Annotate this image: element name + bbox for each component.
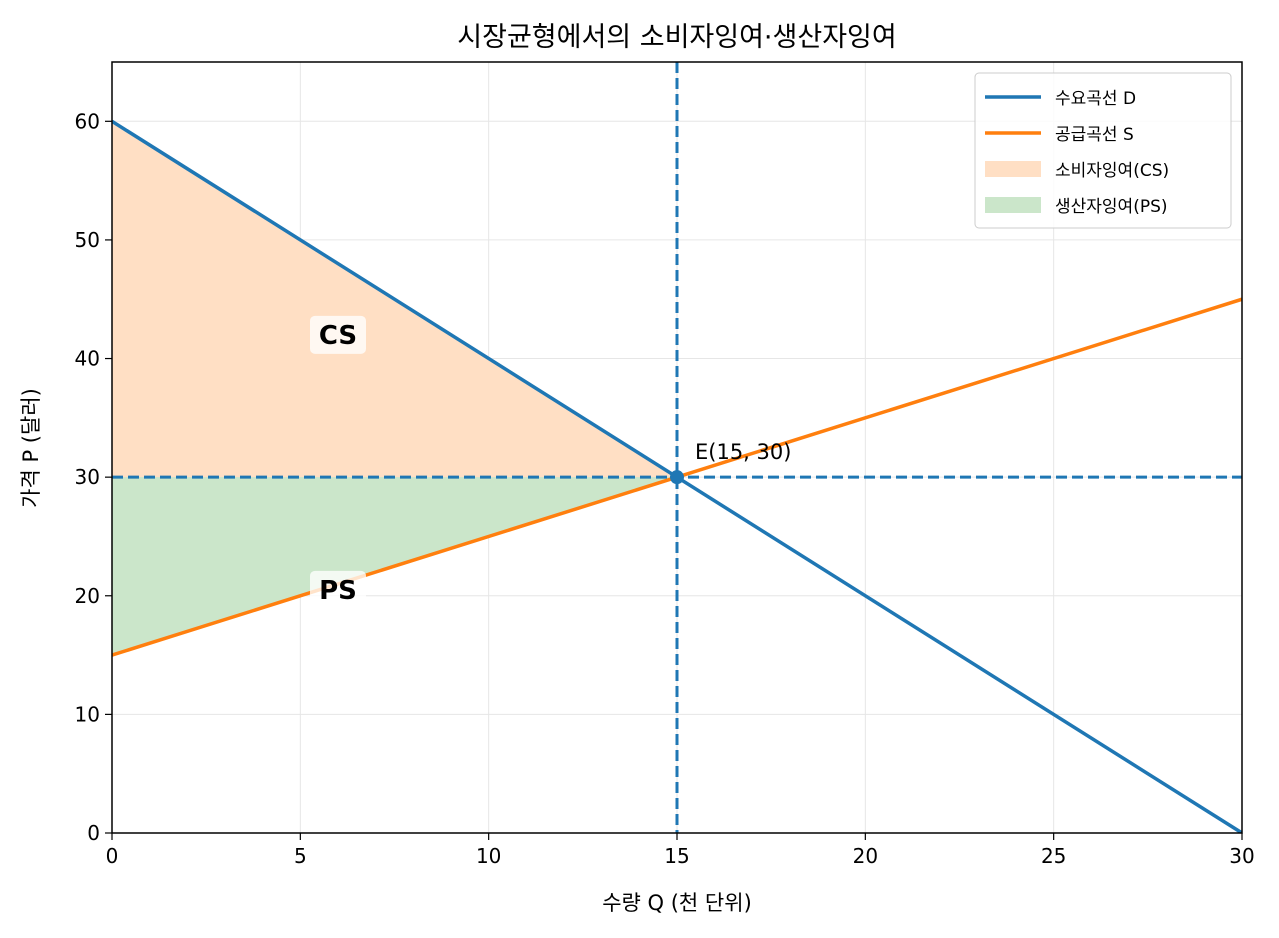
x-tick-label: 10 [476,844,501,868]
area-label-box-cs [310,315,366,354]
area-label-ps: PS [319,576,357,606]
y-tick-label: 60 [75,109,100,133]
x-axis-label: 수량 Q (천 단위) [602,891,752,915]
legend-label-ps: 생산자잉여(PS) [1055,197,1168,217]
x-tick-label: 15 [664,844,689,868]
chart-title: 시장균형에서의 소비자잉여·생산자잉여 [457,22,896,53]
y-tick-label: 50 [75,228,100,252]
plot-area [112,62,1242,833]
legend-label-demand: 수요곡선 D [1055,89,1136,109]
x-tick-label: 25 [1041,844,1066,868]
x-tick-label: 5 [294,844,307,868]
x-tick-label: 20 [853,844,878,868]
legend-swatch-cs [985,161,1041,177]
y-axis-label: 가격 P (달러) [19,388,43,508]
legend-label-supply: 공급곡선 S [1055,125,1134,145]
area-label-box-ps [310,570,366,609]
x-tick-label: 0 [106,844,119,868]
legend-label-cs: 소비자잉여(CS) [1055,161,1169,181]
legend: 수요곡선 D 공급곡선 S 소비자잉여(CS) 생산자잉여(PS) [974,72,1232,229]
y-tick-label: 10 [75,702,100,726]
y-tick-label: 20 [75,584,100,608]
equilibrium-point [670,470,684,485]
x-tick-label: 30 [1229,844,1254,868]
legend-box [974,72,1232,229]
equilibrium-label: E(15, 30) [695,440,791,464]
legend-swatch-ps [985,197,1041,213]
y-tick-label: 40 [75,347,100,371]
area-label-cs: CS [319,321,357,351]
y-tick-label: 0 [87,821,100,845]
y-tick-label: 30 [75,465,100,489]
